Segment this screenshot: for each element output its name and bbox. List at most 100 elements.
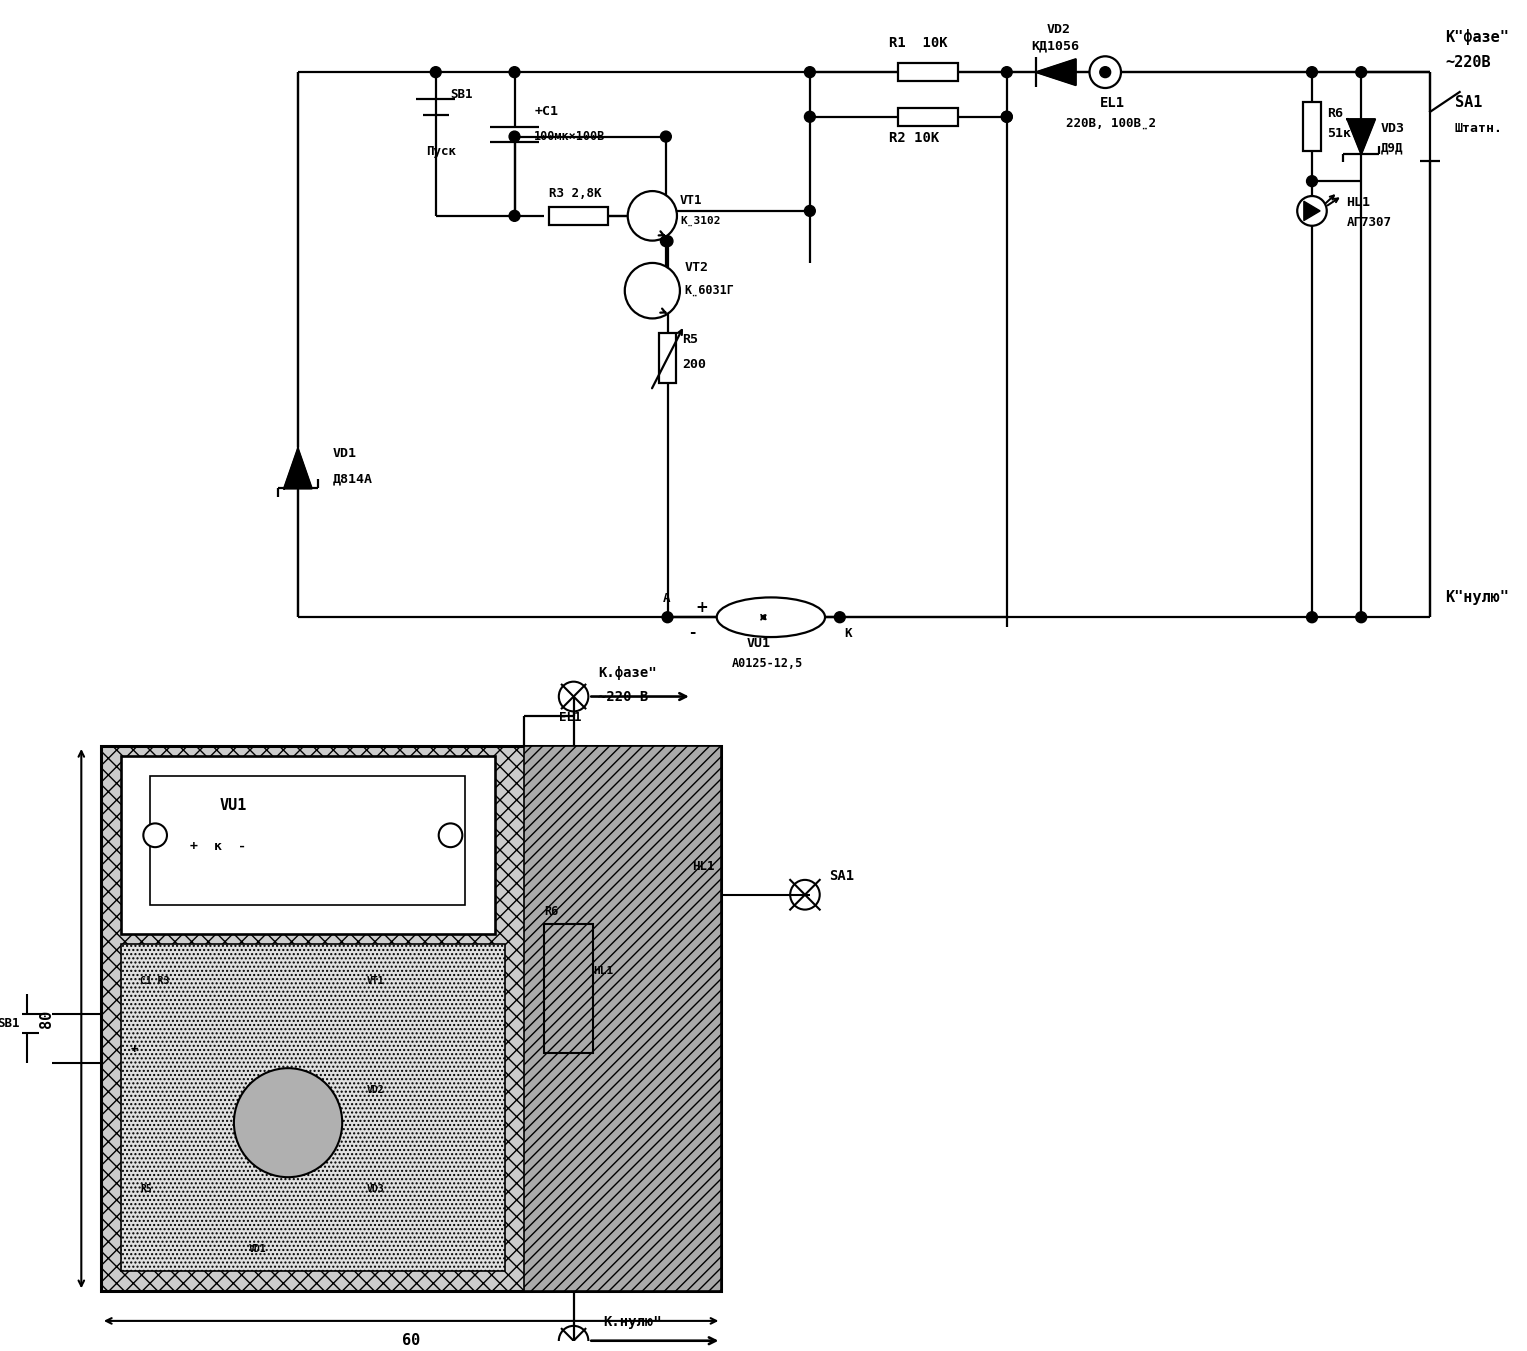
Text: R5: R5 <box>140 1183 153 1194</box>
Circle shape <box>805 205 815 216</box>
Circle shape <box>625 263 680 319</box>
Text: Д814А: Д814А <box>333 471 373 485</box>
Circle shape <box>805 66 815 77</box>
Text: R6: R6 <box>544 905 559 917</box>
Bar <box>898 108 957 126</box>
Text: VT1: VT1 <box>366 975 385 986</box>
Text: EL1: EL1 <box>559 712 582 724</box>
Text: 220В, 100В̤2: 220В, 100В̤2 <box>1066 116 1156 130</box>
Ellipse shape <box>716 597 825 638</box>
Text: ~220В: ~220В <box>1445 55 1490 70</box>
Circle shape <box>805 111 815 122</box>
Bar <box>121 944 504 1271</box>
Text: VD3: VD3 <box>366 1183 385 1194</box>
Bar <box>150 775 466 905</box>
Text: К.нулю": К.нулю" <box>603 1315 661 1329</box>
Text: VU1: VU1 <box>747 636 770 650</box>
Text: +: + <box>696 600 709 615</box>
Text: А0125-12,5: А0125-12,5 <box>731 657 803 670</box>
Text: 80: 80 <box>40 1009 55 1028</box>
Text: SB1: SB1 <box>0 1017 20 1029</box>
Text: Д9Д: Д9Д <box>1380 142 1403 154</box>
Text: Пуск: Пуск <box>426 145 457 158</box>
Text: R1  10K: R1 10K <box>889 36 947 50</box>
Text: HL1: HL1 <box>594 966 614 975</box>
Polygon shape <box>1347 119 1374 154</box>
Circle shape <box>663 235 673 247</box>
Text: +: + <box>130 1043 137 1056</box>
Polygon shape <box>284 449 312 489</box>
Circle shape <box>234 1069 342 1177</box>
Text: SA1: SA1 <box>829 869 855 882</box>
Circle shape <box>144 823 166 847</box>
Text: VD1: VD1 <box>249 1243 266 1254</box>
Text: К"фазе": К"фазе" <box>1445 30 1509 46</box>
Text: VT1: VT1 <box>680 195 702 207</box>
Circle shape <box>1298 196 1327 226</box>
Text: 51к: 51к <box>1327 127 1351 139</box>
Text: R5: R5 <box>683 334 698 346</box>
Text: Штатн.: Штатн. <box>1455 122 1503 135</box>
Circle shape <box>1356 66 1367 77</box>
Bar <box>544 924 594 1054</box>
Text: К̤3102: К̤3102 <box>680 216 721 226</box>
Text: +  к  -: + к - <box>189 840 246 852</box>
Text: К̤6031Г: К̤6031Г <box>684 284 734 297</box>
Circle shape <box>1089 57 1121 88</box>
Text: HL1: HL1 <box>1347 196 1370 209</box>
Text: SA1: SA1 <box>1455 95 1483 109</box>
Text: EL1: EL1 <box>1101 96 1125 109</box>
Circle shape <box>661 235 672 247</box>
Circle shape <box>1002 111 1012 122</box>
Bar <box>1303 101 1321 151</box>
Text: АГ7307: АГ7307 <box>1347 216 1391 228</box>
Circle shape <box>1307 66 1318 77</box>
Text: A: A <box>663 592 670 605</box>
Text: VU1: VU1 <box>220 798 246 813</box>
Text: R2 10K: R2 10K <box>889 131 939 145</box>
Text: VD2: VD2 <box>1046 23 1070 35</box>
Text: ~220 В: ~220 В <box>599 690 649 704</box>
Circle shape <box>1356 612 1367 623</box>
Circle shape <box>508 66 519 77</box>
Text: К.фазе": К.фазе" <box>599 666 657 680</box>
Bar <box>101 746 721 1292</box>
Text: R3 2,8K: R3 2,8K <box>550 186 602 200</box>
Text: КД1056: КД1056 <box>1031 39 1080 53</box>
Circle shape <box>1099 66 1110 77</box>
Circle shape <box>834 612 846 623</box>
Circle shape <box>1002 66 1012 77</box>
Circle shape <box>508 211 519 222</box>
Bar <box>550 207 608 224</box>
Text: +C1: +C1 <box>534 105 559 119</box>
Text: VD1: VD1 <box>333 447 356 461</box>
Text: К: К <box>844 627 852 640</box>
Text: VT2: VT2 <box>684 261 709 274</box>
Circle shape <box>661 131 672 142</box>
Bar <box>524 746 721 1292</box>
Text: К"нулю": К"нулю" <box>1445 590 1509 605</box>
Circle shape <box>628 190 676 240</box>
Text: VD3: VD3 <box>1380 122 1405 135</box>
Text: 200: 200 <box>683 358 707 372</box>
Bar <box>898 63 957 81</box>
Polygon shape <box>1037 59 1075 85</box>
Text: R6: R6 <box>1327 107 1342 120</box>
Text: SB1: SB1 <box>450 88 473 101</box>
Polygon shape <box>1304 201 1321 220</box>
Text: 100мк×100В: 100мк×100В <box>534 130 605 143</box>
Text: -: - <box>689 626 695 640</box>
Circle shape <box>508 131 519 142</box>
Circle shape <box>438 823 463 847</box>
Bar <box>658 334 676 382</box>
Circle shape <box>1307 176 1318 186</box>
Circle shape <box>663 612 673 623</box>
Circle shape <box>1307 612 1318 623</box>
Text: C1 R3: C1 R3 <box>140 975 169 986</box>
Text: 60: 60 <box>402 1333 420 1348</box>
Text: HL1: HL1 <box>692 861 715 873</box>
Circle shape <box>431 66 441 77</box>
Bar <box>121 757 495 935</box>
Text: VD2: VD2 <box>366 1085 385 1094</box>
Circle shape <box>1002 111 1012 122</box>
